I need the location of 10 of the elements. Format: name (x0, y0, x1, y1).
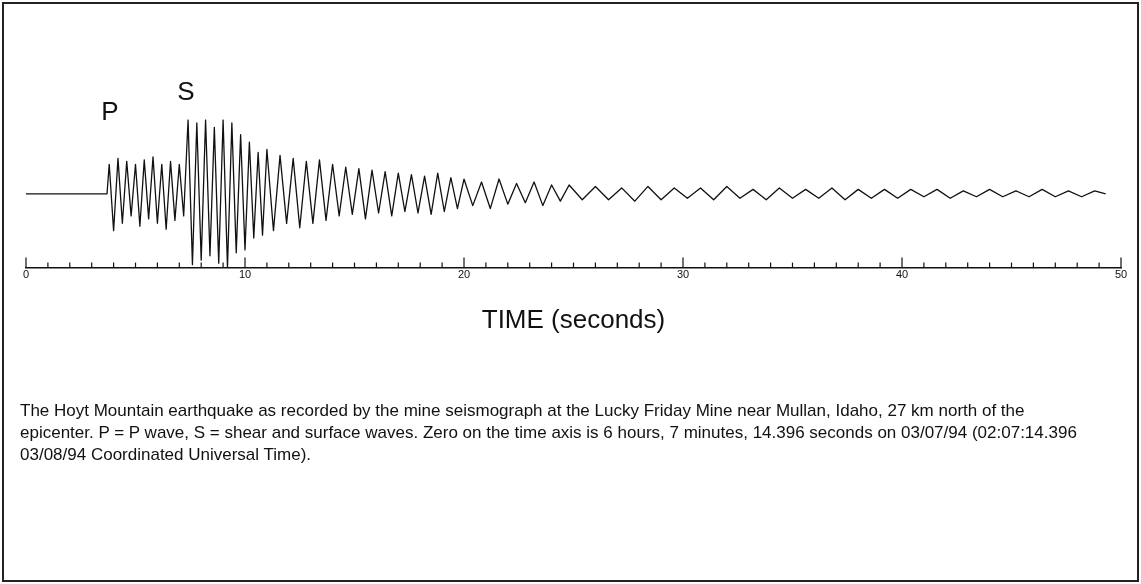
x-tick-label: 50 (1114, 268, 1128, 281)
annotation: P (101, 96, 119, 126)
x-tick-label: 0 (22, 268, 30, 281)
text: S (177, 76, 195, 106)
x-axis-title: TIME (seconds) (481, 303, 666, 334)
x-tick-label: 10 (238, 268, 252, 281)
x-tick-label: 20 (457, 268, 471, 281)
x-tick-label: 40 (895, 268, 909, 281)
x-tick-label: 30 (676, 268, 690, 281)
text: The Hoyt Mountain earthquake as recorded by the mine seismograph at the Lucky Friday Mine near Mullan, Idaho, 27 km north of the epicenter. P = P wave, S = shear and surface waves. Zero on the time axis is 6 hours, 7 minutes, 14.396 seconds on 03/07/94 (02:07:14.396 03/08/94 Coordinated Universal Time). (20, 400, 1078, 466)
